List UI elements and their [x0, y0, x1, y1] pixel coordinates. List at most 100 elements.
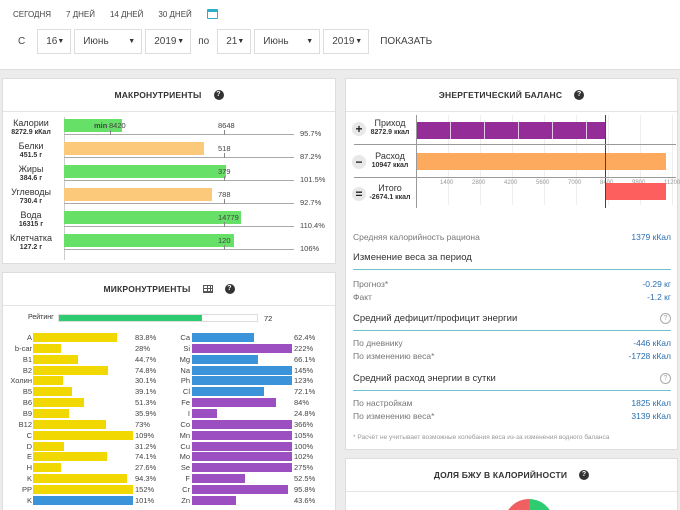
micro-percent: 31.2%: [135, 441, 157, 451]
help-icon[interactable]: ?: [224, 284, 235, 294]
micro-label: Se: [180, 463, 190, 473]
macro-norm: 14779: [218, 213, 239, 222]
help-icon[interactable]: ?: [660, 373, 671, 384]
chevron-down-icon: ▼: [237, 38, 245, 45]
diary-row: По дневнику -446 кКал: [353, 338, 671, 348]
total-value: -2674.1 ккал: [369, 194, 411, 201]
macro-name: Белки 451.5 г: [18, 141, 44, 159]
norm-tick: [224, 245, 225, 250]
min-label: min: [94, 121, 108, 130]
micro-bar: [192, 441, 292, 451]
macro-line: [64, 249, 294, 250]
micro-label: B1: [22, 354, 32, 364]
macro-line: [64, 157, 294, 158]
help-icon[interactable]: ?: [579, 470, 590, 480]
avg-calories-label: Средняя калорийность рациона: [353, 232, 480, 242]
micro-bar: [33, 398, 85, 408]
range-today[interactable]: СЕГОДНЯ: [13, 9, 52, 19]
macro-line: [64, 134, 294, 135]
macro-bar: [64, 142, 204, 155]
rating-fill: [59, 315, 202, 321]
micro-percent: 74.8%: [135, 365, 157, 375]
micro-label: Ph: [180, 376, 190, 386]
norm-tick: [224, 222, 225, 227]
footnote: * Расчёт не учитывает возможные колебани…: [353, 434, 610, 441]
micro-percent: 152%: [135, 484, 155, 494]
micro-percent: 84%: [294, 398, 310, 408]
axis-tick-label: 5600: [536, 180, 550, 186]
range-30-days[interactable]: 30 ДНЕЙ: [158, 9, 192, 19]
micro-label: Zn: [181, 495, 190, 505]
help-icon[interactable]: ?: [574, 90, 585, 100]
total-bar: [605, 183, 667, 200]
macro-name: Жиры 384.6 г: [18, 164, 44, 182]
micro-label: Cu: [180, 441, 190, 451]
macro-row: Калории 8272.9 кКал 8648 95.7% min 8420: [0, 118, 338, 141]
micro-label: b-car: [14, 343, 32, 353]
axis-tick-label: 11200: [664, 180, 680, 186]
micro-label: A: [26, 333, 32, 342]
energy-expense-row: − Расход 10947 ккал: [347, 148, 672, 178]
norm-tick: [224, 176, 225, 181]
micro-label: Mn: [179, 430, 190, 440]
to-year-select[interactable]: 2019 ▼: [323, 29, 370, 54]
income-label: Приход: [374, 118, 406, 128]
micro-label: F: [185, 474, 190, 484]
grid-line: [672, 115, 673, 205]
to-day-select[interactable]: 21 ▼: [217, 29, 252, 54]
minus-icon: −: [352, 155, 366, 169]
macro-row: Углеводы 730.4 г 788 92.7%: [0, 187, 338, 210]
macro-row: Жиры 384.6 г 379 101.5%: [0, 164, 338, 187]
panel-header: МАКРОНУТРИЕНТЫ ?: [3, 79, 335, 112]
help-icon[interactable]: ?: [660, 313, 671, 324]
micro-label: Холин: [10, 376, 32, 386]
micro-bar: [33, 452, 108, 462]
micro-percent: 95.8%: [294, 484, 316, 494]
help-icon[interactable]: ?: [213, 90, 224, 100]
micro-label: Fe: [181, 398, 190, 408]
range-7-days[interactable]: 7 ДНЕЙ: [66, 9, 95, 19]
from-year-select[interactable]: 2019 ▼: [145, 29, 192, 54]
macro-bar: [64, 188, 213, 201]
from-day-select[interactable]: 16 ▼: [37, 29, 72, 54]
panel-title: МАКРОНУТРИЕНТЫ: [114, 90, 202, 100]
micro-percent: 52.5%: [294, 474, 316, 484]
micro-bar: [192, 376, 292, 386]
micro-label: H: [26, 463, 32, 473]
micro-percent: 62.4%: [294, 333, 316, 342]
to-month-select[interactable]: Июнь ▼: [254, 29, 321, 54]
micro-bar: [33, 333, 117, 342]
equals-icon: =: [352, 187, 366, 201]
calendar-icon[interactable]: [206, 9, 218, 19]
income-bar: [417, 122, 606, 139]
panel-title: ДОЛЯ БЖУ В КАЛОРИЙНОСТИ: [433, 470, 568, 480]
micro-percent: 39.1%: [135, 387, 157, 397]
from-month-select[interactable]: Июнь ▼: [74, 29, 143, 54]
chevron-down-icon: ▼: [128, 38, 136, 45]
micro-bar: [192, 419, 292, 429]
show-button[interactable]: ПОКАЗАТЬ: [380, 36, 433, 47]
range-14-days[interactable]: 14 ДНЕЙ: [109, 9, 144, 19]
expense-bar: [417, 153, 667, 170]
table-icon[interactable]: [202, 285, 213, 293]
micro-percent: 83.8%: [135, 333, 157, 342]
micro-label: K: [26, 474, 32, 484]
micro-percent: 109%: [135, 430, 155, 440]
axis-tick-label: 1400: [440, 180, 454, 186]
macro-percent: 95.7%: [300, 129, 322, 138]
micro-bar: [192, 452, 292, 462]
micro-percent: 145%: [294, 365, 314, 375]
micro-label: B9: [22, 408, 32, 418]
micro-bar: [33, 495, 133, 505]
macro-line: [64, 203, 294, 204]
macro-norm: 518: [218, 144, 231, 153]
micro-percent: 123%: [294, 376, 314, 386]
micro-percent: 73%: [135, 419, 151, 429]
micro-percent: 101%: [135, 495, 155, 505]
micro-percent: 44.7%: [135, 354, 157, 364]
macro-bar: [64, 119, 122, 132]
fact-row: Факт -1.2 кг: [353, 292, 671, 302]
macro-row: Клетчатка 127.2 г 120 106%: [0, 233, 338, 256]
expense-value: 10947 ккал: [371, 162, 409, 169]
micro-label: Cl: [182, 387, 190, 397]
